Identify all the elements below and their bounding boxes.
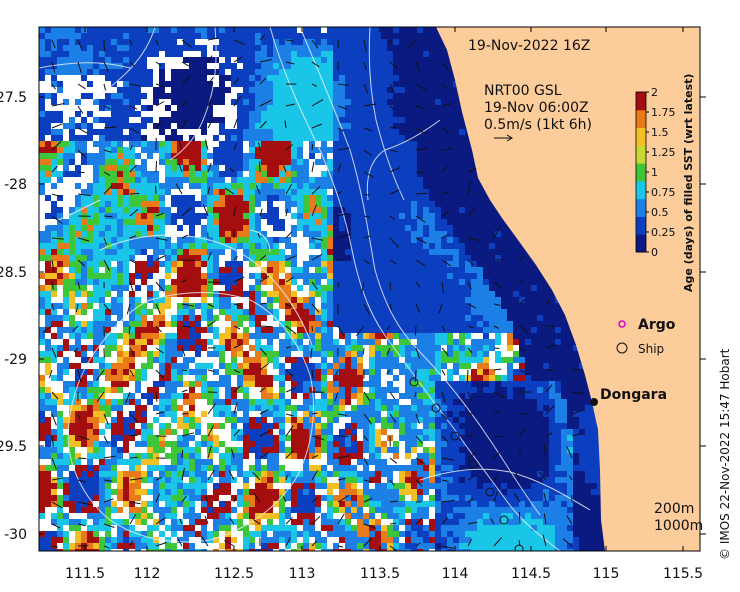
colorbar-swatch (636, 92, 646, 111)
current-time-label: 19-Nov 06:00Z (484, 100, 589, 116)
ship-marker (485, 487, 495, 497)
x-tick-label: 115.5 (663, 566, 703, 582)
colorbar-tick-label: 0.75 (651, 186, 676, 199)
colorbar-label: Age (days) of filled SST (wrt latest) (682, 74, 695, 292)
x-tick-label: 114.5 (511, 566, 551, 582)
colorbar-tick-label: 0 (651, 246, 658, 259)
x-tick-label: 112.5 (214, 566, 254, 582)
ship-marker (514, 544, 524, 551)
colorbar-swatch (636, 198, 646, 217)
ship-marker (499, 515, 509, 525)
colorbar-swatch (636, 216, 646, 235)
x-axis: 111.5 112 112.5 113 113.5 114 114.5 115 115.5 (65, 27, 703, 582)
y-tick-label: -27.5 (0, 90, 27, 106)
y-tick-label: -29.5 (0, 439, 27, 455)
x-tick-label: 113.5 (360, 566, 400, 582)
map-frame (38, 26, 701, 552)
colorbar-tick-label: 1 (651, 166, 658, 179)
y-tick-label: -30 (4, 527, 27, 543)
isobath-contours (39, 27, 591, 551)
current-vectors (42, 34, 584, 551)
ship-marker (450, 431, 460, 441)
credit-text: © IMOS 22-Nov-2022 15:47 Hobart (718, 348, 732, 560)
x-tick-label: 112 (134, 566, 161, 582)
colorbar-swatch (636, 234, 646, 253)
y-axis: -27.5 -28 -28.5 -29 -29.5 -30 (0, 90, 706, 543)
colorbar-tick-label: 0.25 (651, 226, 676, 239)
colorbar: 0 0.25 0.5 0.75 1 1.25 1.5 1.75 2 (635, 86, 676, 259)
colorbar-swatch (636, 163, 646, 182)
colorbar-swatch (636, 145, 646, 164)
argo-label: Argo (638, 317, 676, 333)
colorbar-tick-label: 0.5 (651, 206, 669, 219)
colorbar-tick-label: 1.75 (651, 106, 676, 119)
scale-arrow (494, 134, 513, 142)
colorbar-tick-label: 1.5 (651, 126, 669, 139)
y-tick-label: -28.5 (0, 265, 27, 281)
x-tick-label: 114 (442, 566, 469, 582)
y-tick-label: -29 (4, 352, 27, 368)
dongara-label: Dongara (600, 387, 667, 403)
colorbar-swatch (636, 109, 646, 129)
isobath-200-label: 200m (654, 501, 694, 517)
timestamp-label: 19-Nov-2022 16Z (468, 38, 590, 54)
colorbar-swatch (636, 127, 646, 146)
x-tick-label: 111.5 (65, 566, 105, 582)
dongara-marker (590, 398, 598, 406)
ship-marker (468, 459, 478, 469)
x-tick-label: 115 (593, 566, 620, 582)
x-tick-label: 113 (289, 566, 316, 582)
ship-legend-marker (616, 342, 628, 354)
ship-marker (409, 377, 419, 387)
colorbar-swatch (636, 180, 646, 200)
ship-label: Ship (638, 342, 664, 356)
current-source-label: NRT00 GSL (484, 83, 562, 99)
map-plot-area (39, 27, 700, 551)
isobath-1000-label: 1000m (654, 518, 703, 534)
colorbar-tick-label: 2 (651, 86, 658, 99)
ship-marker (431, 403, 441, 413)
ship-track (409, 377, 524, 551)
land-western-australia (436, 27, 700, 551)
argo-marker (618, 320, 626, 328)
current-scale-label: 0.5m/s (1kt 6h) (484, 117, 592, 133)
y-tick-label: -28 (4, 177, 27, 193)
sst-age-mosaic (39, 27, 603, 551)
colorbar-tick-label: 1.25 (651, 146, 676, 159)
